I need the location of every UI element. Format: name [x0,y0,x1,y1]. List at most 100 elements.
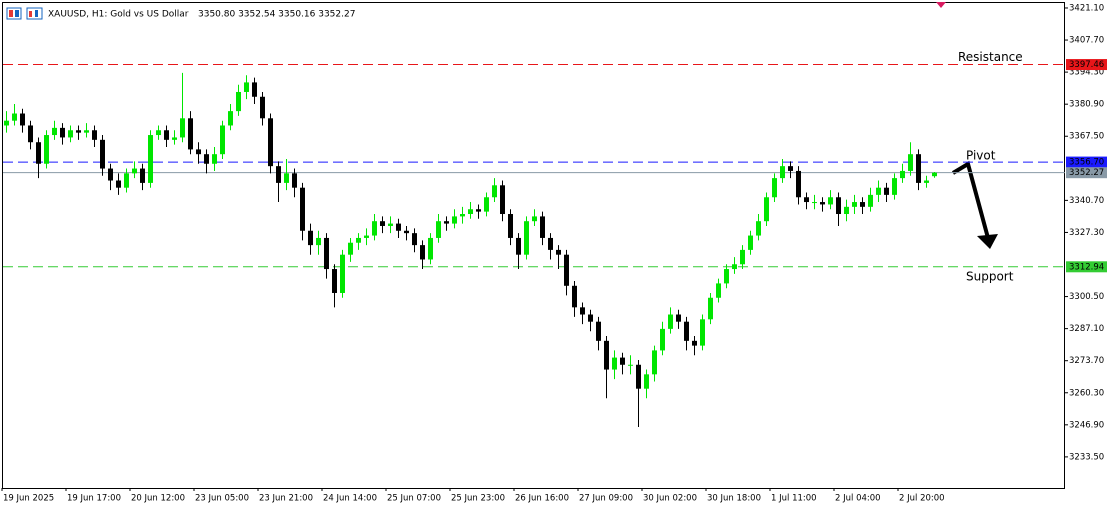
candle-body [308,230,313,246]
candle-body [84,130,89,133]
candle-body [572,285,577,308]
y-tick-label: 3367.50 [1069,132,1104,142]
candle-body [932,172,937,177]
candle-body [140,168,145,183]
candle-body [388,223,393,226]
candle-body [244,82,249,92]
candle-body [412,233,417,246]
candle-body [268,118,273,167]
candle-body [12,113,17,121]
candle-body [716,283,721,298]
candle-body [332,269,337,293]
candle-body [756,221,761,236]
candle-body [636,364,641,389]
candle-body [68,130,73,138]
candle-body [764,197,769,222]
x-tick-label: 2 Jul 20:00 [899,494,945,504]
candle-body [548,237,553,250]
header-icons [6,7,43,20]
candle-body [588,314,593,322]
y-tick-label: 3340.70 [1069,196,1104,206]
candle-body [916,154,921,183]
candle-body [556,249,561,255]
candle-body [20,113,25,126]
candle-body [28,125,33,143]
candle-body [564,254,569,286]
candle-body [708,297,713,320]
candle-body [396,223,401,231]
candle-body [684,321,689,341]
candle-body [316,237,321,246]
candle-body [444,221,449,224]
candle-body [132,168,137,174]
candle-body [612,357,617,370]
level-price: 3312.94 [1069,262,1104,272]
candle-body [700,319,705,346]
y-tick-label: 3394.30 [1069,68,1104,78]
candle-body [780,166,785,179]
y-tick-label: 3407.70 [1069,36,1104,46]
candle-body [772,178,777,198]
candle-body [324,237,329,270]
candle-body [500,185,505,215]
candle-body [116,180,121,188]
candle-body [924,180,929,183]
candle-body [732,264,737,270]
x-tick-label: 2 Jul 04:00 [835,494,881,504]
level-name: Pivot [966,149,996,163]
candle-body [476,209,481,212]
candle-body [660,328,665,351]
candle-body [668,314,673,329]
candle-body [260,96,265,119]
marker [936,2,946,8]
candle-body [844,206,849,215]
candle-body [172,137,177,140]
candle-body [212,154,217,164]
y-tick-label: 3287.10 [1069,324,1104,334]
candle-body [604,340,609,370]
candle-body [804,197,809,203]
candle-body [692,340,697,346]
candle-body [156,130,161,136]
candle-body [380,221,385,226]
candle-body [36,142,41,164]
candle-body [460,214,465,217]
last-price-label: 3352.27 [1069,168,1104,178]
candle-body [356,237,361,243]
level-price: 3356.70 [1069,158,1104,168]
symbol-title: XAUUSD, H1: Gold vs US Dollar [48,10,189,20]
candle-body [892,178,897,195]
candle-body [492,185,497,198]
candle-body [580,307,585,315]
x-tick-label: 25 Jun 07:00 [387,494,441,504]
candle-body [900,170,905,179]
x-tick-label: 23 Jun 21:00 [259,494,313,504]
candle-body [652,350,657,375]
candle-body [748,235,753,250]
candle-body [676,314,681,322]
candle-body [292,173,297,188]
ohlc-text: 3350.80 3352.54 3350.16 3352.27 [198,10,355,20]
forecast-arrow [951,160,998,249]
candle-body [236,91,241,112]
candle-body [364,235,369,238]
x-tick-label: 1 Jul 11:00 [771,494,817,504]
y-tick-label: 3246.90 [1069,420,1104,430]
y-tick-label: 3327.30 [1069,228,1104,238]
level-price-box [1066,261,1107,273]
level-name: Resistance [958,50,1023,64]
level-price-box [1066,59,1107,71]
x-tick-label: 24 Jun 14:00 [323,494,377,504]
candle-body [628,364,633,366]
candle-body [404,230,409,234]
candle-body [188,118,193,150]
candle-body [76,130,81,133]
candle-body [428,237,433,260]
candle-body [220,125,225,155]
candle-body [52,127,57,136]
y-tick-label: 3260.30 [1069,388,1104,398]
candle-body [204,154,209,164]
candle-body [4,120,9,126]
x-tick-label: 25 Jun 23:00 [451,494,505,504]
candle-body [788,166,793,171]
